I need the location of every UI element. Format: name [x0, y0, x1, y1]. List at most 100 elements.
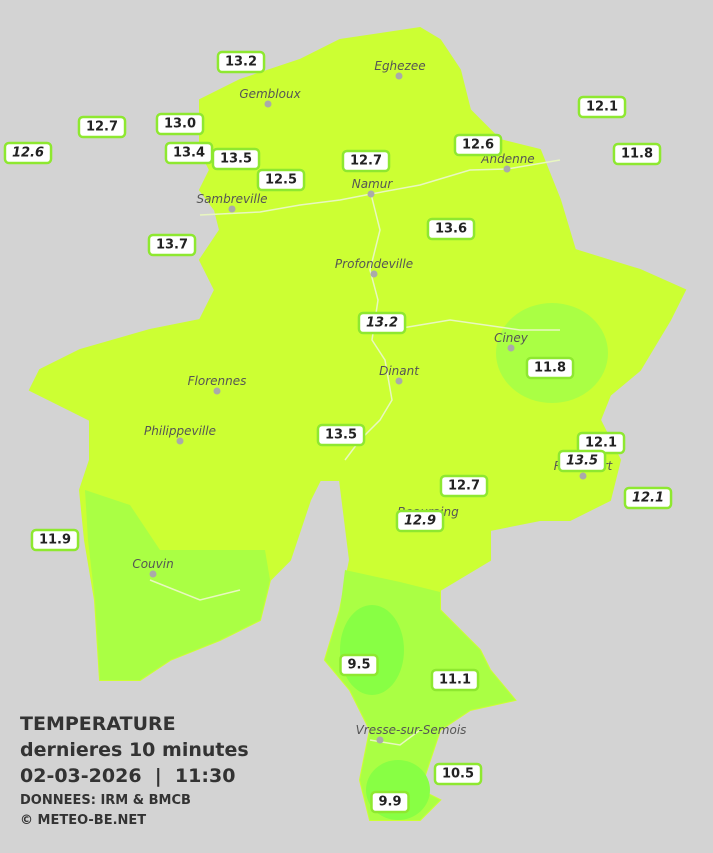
station-box — [453, 133, 503, 157]
station-box — [433, 762, 483, 786]
warm-zone — [85, 490, 270, 680]
station: 12.7 — [341, 149, 391, 173]
station: 13.0 — [155, 112, 205, 136]
station: 13.7 — [147, 233, 197, 257]
station-value: 10.5 — [442, 767, 474, 782]
city-label: Namur — [352, 177, 394, 191]
station-value: 12.1 — [586, 100, 618, 115]
city-label: Florennes — [188, 374, 247, 388]
station: 12.9 — [395, 509, 445, 533]
station: 12.1 — [576, 431, 626, 455]
city-dot — [507, 344, 515, 352]
station-box — [216, 50, 266, 74]
station-value: 12.7 — [86, 120, 118, 135]
legend-datetime: 02-03-2026 | 11:30 — [20, 765, 235, 787]
station-value: 11.8 — [534, 361, 566, 376]
station-box — [577, 95, 627, 119]
station: 12.7 — [77, 115, 127, 139]
station-box — [147, 233, 197, 257]
station-value: 13.7 — [156, 238, 188, 253]
city-dot — [264, 100, 272, 108]
station-value: 12.5 — [265, 173, 297, 188]
city-dot — [367, 190, 375, 198]
station: 12.1 — [577, 95, 627, 119]
city-dot — [176, 437, 184, 445]
station-value: 11.8 — [621, 147, 653, 162]
station-value: 13.2 — [366, 316, 398, 331]
legend-credit: © METEO-BE.NET — [20, 813, 146, 828]
station-box — [612, 142, 662, 166]
city-label: Ciney — [494, 331, 529, 345]
station: 11.9 — [30, 528, 80, 552]
city-label: Dinant — [379, 364, 420, 378]
station-box — [557, 449, 607, 473]
city-label: Profondeville — [335, 257, 413, 271]
station-box — [341, 149, 391, 173]
station-value: 12.6 — [12, 146, 44, 161]
station-value: 13.5 — [220, 152, 252, 167]
city-dot — [376, 736, 384, 744]
station: 12.5 — [256, 168, 306, 192]
station-box — [155, 112, 205, 136]
station-box — [256, 168, 306, 192]
station-box — [3, 141, 53, 165]
station: 10.5 — [433, 762, 483, 786]
station-value: 9.9 — [378, 795, 401, 810]
station: 9.9 — [370, 790, 410, 814]
warm-zone — [496, 303, 608, 403]
city-label: Sambreville — [196, 192, 267, 206]
city-dot — [149, 570, 157, 578]
station-value: 12.1 — [632, 491, 664, 506]
station-box — [339, 653, 379, 677]
legend-source: DONNEES: IRM & BMCB — [20, 793, 191, 808]
station-box — [426, 217, 476, 241]
warm-zone — [340, 605, 404, 695]
station-value: 9.5 — [347, 658, 370, 673]
city-dot — [579, 472, 587, 480]
station-value: 13.0 — [164, 117, 196, 132]
station: 13.5 — [316, 423, 366, 447]
station-value: 13.6 — [435, 222, 467, 237]
station: 12.1 — [623, 486, 673, 510]
station-box — [316, 423, 366, 447]
station: 13.2 — [357, 311, 407, 335]
station-box — [211, 147, 261, 171]
station-box — [439, 474, 489, 498]
city-label: Couvin — [132, 557, 173, 571]
city-dot — [395, 377, 403, 385]
station: 12.7 — [439, 474, 489, 498]
station-box — [430, 668, 480, 692]
station-value: 11.1 — [439, 673, 471, 688]
station-value: 13.4 — [173, 146, 205, 161]
station-box — [77, 115, 127, 139]
station-value: 13.5 — [566, 454, 598, 469]
station: 12.6 — [3, 141, 53, 165]
legend-subtitle: dernieres 10 minutes — [20, 739, 249, 761]
legend-title: TEMPERATURE — [20, 713, 176, 735]
station: 13.5 — [557, 449, 607, 473]
city-dot — [395, 72, 403, 80]
station: 11.8 — [612, 142, 662, 166]
station-box — [525, 356, 575, 380]
city-dot — [213, 387, 221, 395]
station: 13.5 — [211, 147, 261, 171]
station-value: 11.9 — [39, 533, 71, 548]
station: 11.8 — [525, 356, 575, 380]
city-label: Vresse-sur-Semois — [356, 723, 467, 737]
station: 13.4 — [164, 141, 214, 165]
station: 11.1 — [430, 668, 480, 692]
city-dot — [370, 270, 378, 278]
station-box — [30, 528, 80, 552]
city-dot — [228, 205, 236, 213]
station-box — [370, 790, 410, 814]
station: 9.5 — [339, 653, 379, 677]
station-box — [623, 486, 673, 510]
station-value: 12.9 — [404, 514, 436, 529]
city-label: Eghezee — [374, 59, 425, 73]
city-label: Philippeville — [144, 424, 216, 438]
station: 13.6 — [426, 217, 476, 241]
station: 12.6 — [453, 133, 503, 157]
station-value: 12.1 — [585, 436, 617, 451]
station-box — [357, 311, 407, 335]
